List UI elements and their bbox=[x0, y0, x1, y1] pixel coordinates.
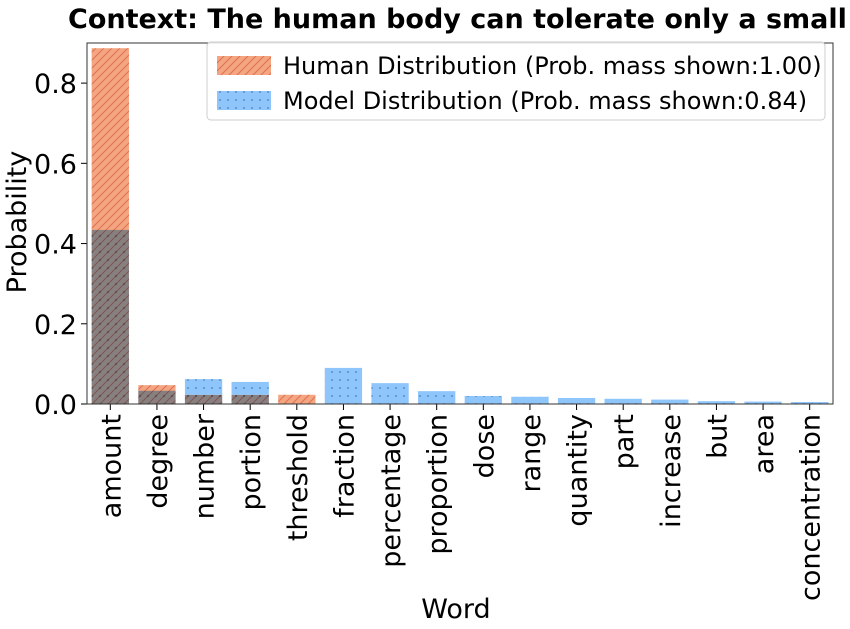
x-tick-label: amount bbox=[96, 414, 127, 518]
y-tick-label: 0.4 bbox=[34, 230, 77, 261]
x-tick-label: proportion bbox=[423, 414, 454, 555]
x-tick-label: quantity bbox=[563, 414, 594, 527]
x-tick-label: fraction bbox=[329, 414, 360, 518]
legend-box bbox=[206, 41, 826, 121]
x-tick-label: concentration bbox=[796, 414, 827, 601]
bar bbox=[418, 391, 456, 404]
bar bbox=[278, 394, 316, 404]
y-axis-label: Probability bbox=[2, 151, 33, 294]
bar bbox=[744, 401, 782, 404]
x-tick-label: portion bbox=[236, 414, 267, 510]
y-tick-label: 0.0 bbox=[34, 390, 77, 421]
bar bbox=[184, 394, 223, 404]
bar bbox=[511, 396, 549, 404]
bar bbox=[231, 394, 269, 404]
bar bbox=[697, 401, 736, 404]
bar bbox=[651, 399, 689, 404]
x-tick-label: but bbox=[702, 414, 733, 459]
bar bbox=[138, 390, 176, 404]
x-tick-label: degree bbox=[143, 414, 174, 509]
legend-swatch bbox=[217, 56, 271, 75]
bar-top bbox=[184, 379, 223, 395]
bar bbox=[557, 397, 596, 404]
bar bbox=[324, 367, 363, 404]
y-tick-label: 0.2 bbox=[34, 310, 77, 341]
bar bbox=[604, 398, 642, 404]
bar bbox=[91, 229, 129, 404]
x-tick-label: increase bbox=[656, 414, 687, 528]
y-tick-label: 0.8 bbox=[34, 69, 77, 100]
legend-label: Model Distribution (Prob. mass shown:0.8… bbox=[283, 87, 807, 115]
x-tick-label: range bbox=[516, 414, 547, 493]
legend-swatch bbox=[217, 91, 271, 110]
chart-title: Context: The human body can tolerate onl… bbox=[68, 4, 847, 35]
x-tick-label: number bbox=[190, 413, 221, 519]
x-tick-label: area bbox=[749, 414, 780, 474]
bar bbox=[791, 401, 829, 404]
bar bbox=[371, 383, 409, 404]
y-tick-label: 0.6 bbox=[34, 149, 77, 180]
x-axis-label: Word bbox=[421, 594, 490, 625]
x-tick-label: part bbox=[609, 414, 640, 469]
bar bbox=[464, 395, 502, 404]
bar-top bbox=[231, 381, 269, 395]
x-tick-label: dose bbox=[469, 414, 500, 478]
legend-label: Human Distribution (Prob. mass shown:1.0… bbox=[283, 52, 822, 80]
x-tick-label: threshold bbox=[283, 414, 314, 541]
x-tick-label: percentage bbox=[376, 414, 407, 568]
